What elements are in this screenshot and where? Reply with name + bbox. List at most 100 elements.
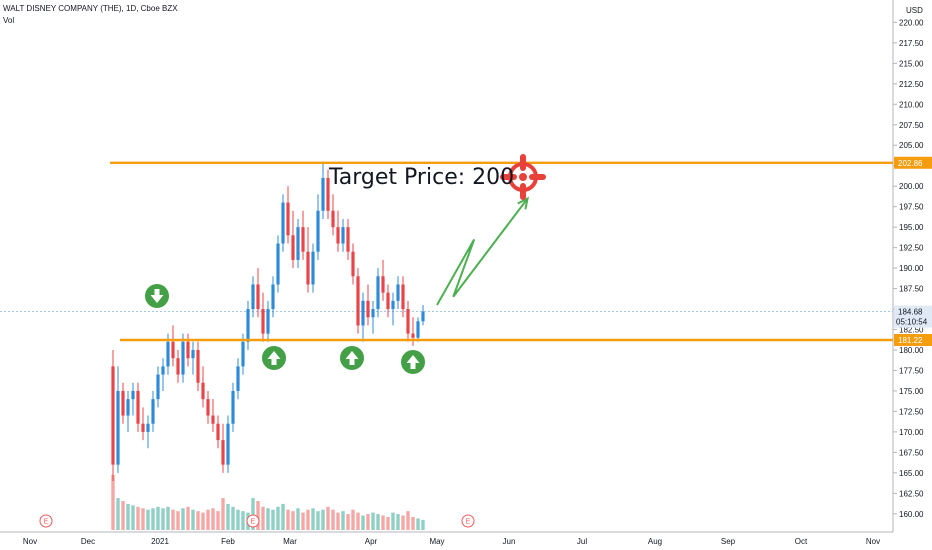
volume-bar — [416, 518, 420, 530]
candle[interactable] — [246, 300, 250, 350]
candle-body — [336, 227, 340, 244]
candle[interactable] — [331, 194, 335, 236]
candle[interactable] — [391, 292, 395, 326]
candle-body — [186, 341, 190, 359]
up-arrow-icon — [262, 346, 286, 370]
candle[interactable] — [181, 333, 185, 383]
candle-body — [391, 300, 395, 310]
candle[interactable] — [411, 317, 415, 346]
volume-bars — [111, 474, 425, 530]
price-tick-label: 205.00 — [899, 141, 924, 150]
candle[interactable] — [306, 227, 310, 293]
candle[interactable] — [351, 243, 355, 285]
candle[interactable] — [341, 218, 345, 252]
earnings-marker[interactable]: E — [246, 514, 260, 528]
candle[interactable] — [171, 325, 175, 367]
candle-body — [226, 423, 230, 465]
candle[interactable] — [131, 382, 135, 416]
candle-body — [281, 202, 285, 244]
volume-bar — [256, 501, 260, 530]
candle[interactable] — [371, 300, 375, 334]
candle[interactable] — [226, 415, 230, 473]
candle-body — [341, 227, 345, 244]
candle[interactable] — [396, 276, 400, 310]
resistance-price-label: 202.86 — [894, 156, 932, 169]
candle-body — [181, 341, 185, 375]
candle-body — [266, 309, 270, 334]
candle[interactable] — [256, 268, 260, 318]
candle[interactable] — [286, 186, 290, 244]
volume-bar — [166, 506, 170, 530]
candle[interactable] — [156, 366, 160, 408]
candle[interactable] — [146, 415, 150, 449]
candle[interactable] — [196, 341, 200, 391]
candle[interactable] — [271, 276, 275, 318]
candle[interactable] — [366, 284, 370, 326]
candle[interactable] — [281, 194, 285, 252]
candle[interactable] — [301, 210, 305, 260]
candle[interactable] — [141, 407, 145, 441]
candle[interactable] — [251, 276, 255, 318]
time-tick-label: Nov — [23, 537, 37, 546]
candle-body — [131, 390, 135, 400]
candle-body — [401, 284, 405, 310]
candle-body — [206, 399, 210, 416]
candle[interactable] — [221, 423, 225, 473]
price-tick-label: 197.50 — [899, 203, 924, 212]
candle[interactable] — [261, 292, 265, 342]
candle-body — [171, 341, 175, 359]
candle[interactable] — [421, 304, 425, 326]
candle[interactable] — [186, 333, 190, 367]
candle[interactable] — [206, 390, 210, 424]
price-tick-label: 180.00 — [899, 346, 924, 355]
candle[interactable] — [416, 317, 420, 342]
candle[interactable] — [266, 300, 270, 342]
volume-bar — [381, 515, 385, 530]
time-tick-label: May — [429, 537, 444, 546]
candle[interactable] — [151, 390, 155, 432]
candle[interactable] — [121, 382, 125, 424]
candle[interactable] — [376, 268, 380, 318]
candle[interactable] — [381, 259, 385, 301]
earnings-marker[interactable]: E — [39, 514, 53, 528]
target-price-annotation[interactable]: Target Price: 200 — [328, 165, 514, 190]
candle[interactable] — [291, 210, 295, 269]
volume-bar — [221, 498, 225, 530]
price-tick-label: 190.00 — [899, 264, 924, 273]
earnings-marker[interactable]: E — [461, 514, 475, 528]
candle[interactable] — [336, 210, 340, 252]
earnings-marker-label: E — [466, 519, 471, 526]
candle[interactable] — [116, 366, 120, 473]
candle[interactable] — [326, 169, 330, 219]
candle[interactable] — [386, 284, 390, 318]
candle[interactable] — [231, 382, 235, 432]
candle[interactable] — [406, 300, 410, 342]
candle[interactable] — [176, 350, 180, 383]
candle[interactable] — [346, 218, 350, 260]
projection-path[interactable] — [436, 197, 529, 306]
candle[interactable] — [161, 358, 165, 391]
candle[interactable] — [111, 350, 115, 482]
volume-bar — [196, 511, 200, 530]
candle[interactable] — [236, 358, 240, 400]
candle-body — [396, 284, 400, 301]
candle-body — [241, 341, 245, 367]
candle[interactable] — [361, 292, 365, 342]
candle[interactable] — [356, 268, 360, 334]
candle[interactable] — [126, 390, 130, 432]
candle[interactable] — [201, 366, 205, 408]
volume-bar — [281, 503, 285, 530]
candle[interactable] — [316, 194, 320, 260]
candle[interactable] — [311, 243, 315, 293]
candle[interactable] — [211, 399, 215, 432]
candle[interactable] — [136, 382, 140, 432]
candle[interactable] — [191, 341, 195, 375]
candle[interactable] — [321, 161, 325, 219]
candle[interactable] — [296, 218, 300, 269]
candle[interactable] — [401, 276, 405, 318]
volume-bar — [346, 514, 350, 530]
candle[interactable] — [216, 415, 220, 449]
candle[interactable] — [276, 235, 280, 293]
